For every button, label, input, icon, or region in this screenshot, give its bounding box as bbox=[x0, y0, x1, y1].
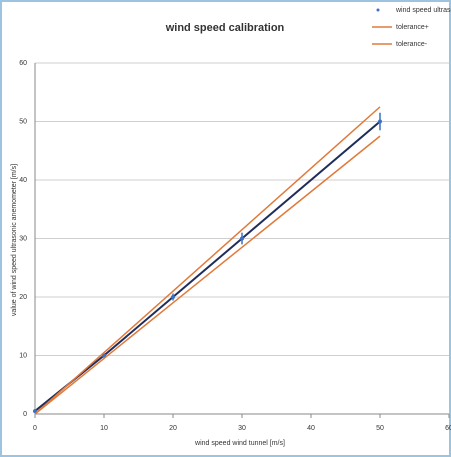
legend-marker bbox=[376, 8, 380, 12]
x-axis-label: wind speed wind tunnel [m/s] bbox=[194, 440, 285, 447]
data-point bbox=[378, 119, 382, 124]
chart-title: wind speed calibration bbox=[165, 22, 285, 34]
legend-label: tolerance- bbox=[396, 41, 428, 48]
data-point bbox=[171, 295, 175, 299]
x-tick-label: 40 bbox=[307, 425, 315, 432]
x-tick-label: 20 bbox=[169, 425, 177, 432]
y-tick-label: 20 bbox=[19, 294, 27, 301]
y-tick-label: 0 bbox=[23, 411, 27, 418]
y-tick-label: 40 bbox=[19, 177, 27, 184]
series-line bbox=[34, 106, 381, 415]
series-line bbox=[34, 135, 381, 415]
y-tick-label: 10 bbox=[19, 352, 27, 359]
data-point bbox=[102, 353, 106, 358]
y-tick-label: 50 bbox=[19, 118, 27, 125]
x-tick-label: 0 bbox=[33, 425, 37, 432]
x-tick-label: 10 bbox=[100, 425, 108, 432]
data-point bbox=[240, 236, 244, 241]
legend-label: wind speed ultrasonic sensor bbox=[395, 7, 451, 14]
x-tick-label: 30 bbox=[238, 425, 246, 432]
legend-label: tolerance+ bbox=[396, 24, 429, 31]
y-axis-label: value of wind speed ultrasonic anemomete… bbox=[11, 164, 18, 316]
x-tick-label: 50 bbox=[376, 425, 384, 432]
y-tick-label: 60 bbox=[19, 60, 27, 67]
x-tick-label: 60 bbox=[445, 425, 451, 432]
data-point bbox=[33, 409, 37, 414]
y-tick-label: 30 bbox=[19, 235, 27, 242]
